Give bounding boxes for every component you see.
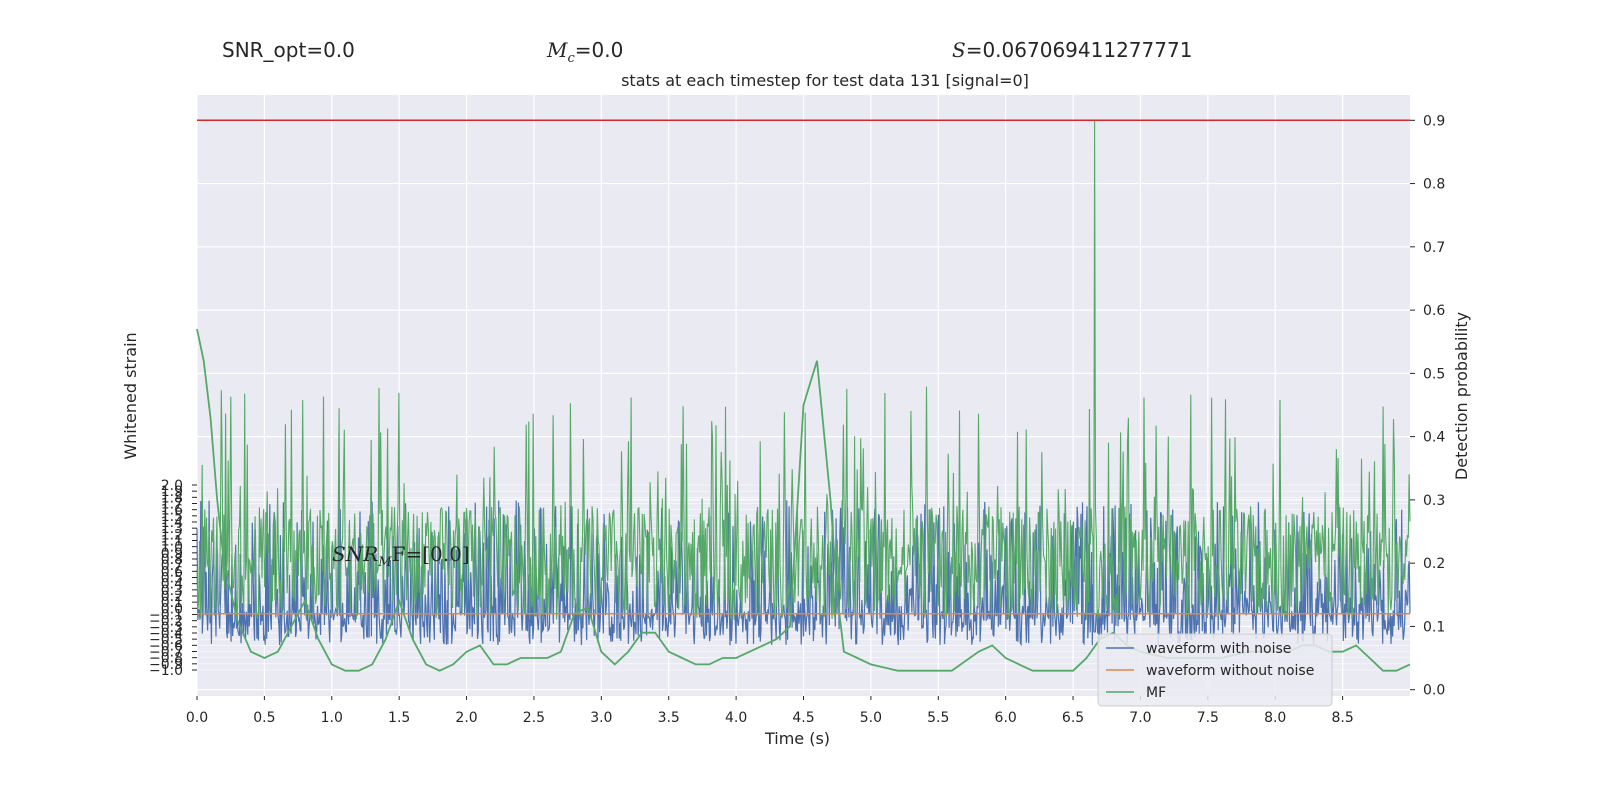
x-tick-label: 1.0: [321, 710, 343, 726]
x-tick-label: 5.5: [927, 710, 949, 726]
y-left-tick-label: 2.0: [161, 478, 183, 494]
x-tick-label: 3.5: [658, 710, 680, 726]
x-tick-label: 0.5: [253, 710, 275, 726]
x-tick-label: 8.5: [1331, 710, 1353, 726]
y-left-tick-label: 0.6: [161, 564, 183, 580]
x-tick-label: 2.0: [455, 710, 477, 726]
y-left-tick-label: 1.6: [161, 503, 183, 519]
y-left-tick-label: −0.6: [149, 638, 183, 654]
y-left-tick-label: 0.8: [161, 552, 183, 568]
x-tick-label: 5.0: [860, 710, 882, 726]
snr-opt-label: SNR_opt=0.0: [222, 38, 355, 62]
x-tick-label: 2.5: [523, 710, 545, 726]
y-right-tick-label: 0.4: [1423, 430, 1445, 446]
y-right-tick-label: 0.7: [1423, 240, 1445, 256]
chirp-mass-label: Mc=0.0: [547, 38, 624, 66]
y-left-tick-label: 1.0: [161, 540, 183, 556]
y-left-tick-label: 1.2: [161, 527, 183, 543]
y-right-tick-label: 0.0: [1423, 683, 1445, 699]
y-left-tick-label: −0.2: [149, 614, 183, 630]
y-left-tick-label: −0.9: [149, 657, 183, 673]
y-left-tick-label: 0.4: [161, 577, 183, 593]
y-left-tick-label: 1.4: [161, 515, 183, 531]
y-left-tick-label: 1.5: [161, 509, 183, 525]
snr-mf-annotation: SNRMF=[0.0]: [332, 542, 470, 570]
y-right-tick-label: 0.6: [1423, 303, 1445, 319]
legend-label: waveform with noise: [1146, 641, 1291, 657]
y-right-tick-label: 0.1: [1423, 619, 1445, 635]
y-left-tick-label: 0.5: [161, 571, 183, 587]
y-right-tick-label: 0.9: [1423, 113, 1445, 129]
y-right-tick-label: 0.5: [1423, 366, 1445, 382]
s-statistic-label: S=0.067069411277771: [952, 38, 1193, 62]
y-left-tick-label: −0.3: [149, 620, 183, 636]
x-tick-label: 0.0: [186, 710, 208, 726]
chart-title: stats at each timestep for test data 131…: [621, 71, 1029, 90]
legend-label: waveform without noise: [1146, 663, 1314, 679]
y-left-tick-label: −0.1: [149, 608, 183, 624]
x-tick-label: 6.5: [1062, 710, 1084, 726]
y-right-tick-label: 0.2: [1423, 556, 1445, 572]
y-left-tick-label: −0.5: [149, 632, 183, 648]
y-left-tick-label: −0.7: [149, 645, 183, 661]
x-tick-label: 4.0: [725, 710, 747, 726]
y-left-tick-label: 1.8: [161, 490, 183, 506]
y-left-tick-label: 1.3: [161, 521, 183, 537]
y-left-tick-label: 0.3: [161, 583, 183, 599]
y-left-axis-label: Whitened strain: [121, 332, 140, 459]
y-left-tick-label: 0.7: [161, 558, 183, 574]
x-tick-label: 7.0: [1129, 710, 1151, 726]
y-left-tick-label: 0.0: [161, 601, 183, 617]
y-left-tick-label: −1.0: [149, 663, 183, 679]
y-left-tick-label: 1.9: [161, 484, 183, 500]
y-right-axis-label: Detection probability: [1452, 312, 1471, 480]
x-tick-label: 4.5: [792, 710, 814, 726]
y-left-tick-label: −0.4: [149, 626, 183, 642]
y-left-tick-label: −0.8: [149, 651, 183, 667]
y-left-tick-label: 0.9: [161, 546, 183, 562]
y-left-tick-label: 0.1: [161, 595, 183, 611]
legend-box: [1097, 633, 1333, 707]
y-left-tick-label: 1.1: [161, 534, 183, 550]
y-left-tick-label: 0.2: [161, 589, 183, 605]
x-tick-label: 6.0: [995, 710, 1017, 726]
y-left-tick-label: 1.7: [161, 497, 183, 513]
legend-label: MF: [1146, 685, 1166, 701]
x-axis-label: Time (s): [764, 729, 830, 748]
y-right-tick-label: 0.8: [1423, 177, 1445, 193]
y-right-tick-label: 0.3: [1423, 493, 1445, 509]
x-tick-label: 7.5: [1197, 710, 1219, 726]
x-tick-label: 8.0: [1264, 710, 1286, 726]
x-tick-label: 1.5: [388, 710, 410, 726]
x-tick-label: 3.0: [590, 710, 612, 726]
series-mf-noise: [196, 120, 1411, 621]
